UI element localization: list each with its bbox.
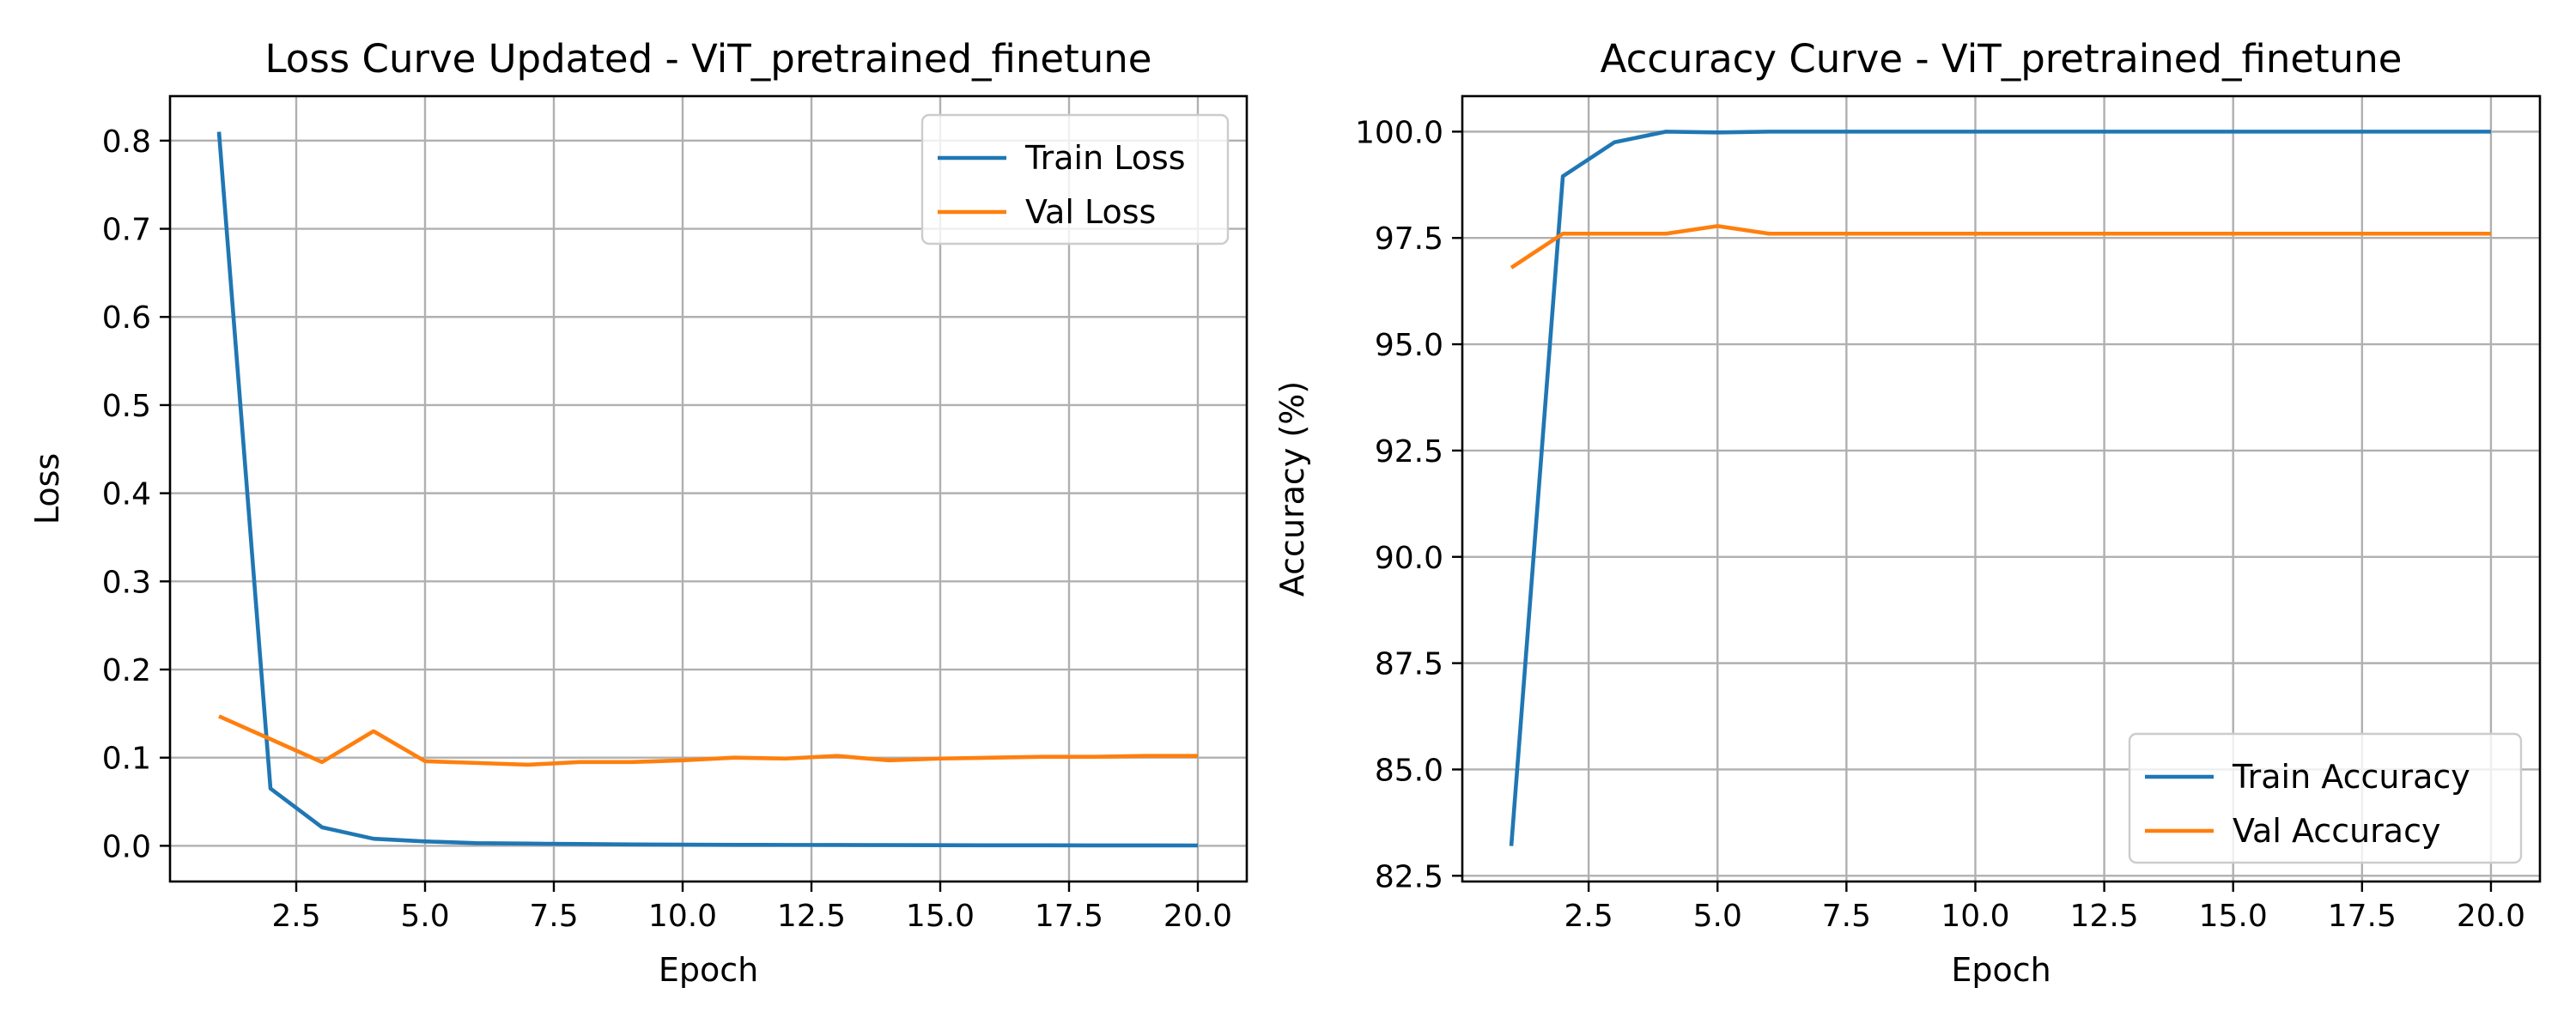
loss-series-train-line [216, 131, 1199, 848]
loss-chart-title: Loss Curve Updated - ViT_pretrained_fine… [265, 36, 1152, 82]
accuracy-ytick-label-2: 87.5 [1375, 647, 1443, 682]
accuracy-chart-ylabel: Accuracy (%) [1273, 381, 1311, 597]
loss-chart: Loss Curve Updated - ViT_pretrained_fine… [28, 36, 1249, 989]
loss-ytick-label-1: 0.1 [102, 742, 151, 777]
accuracy-xtick-label-1: 5.0 [1693, 899, 1742, 934]
loss-xtick-label-6: 17.5 [1035, 899, 1103, 934]
loss-axes-frame [168, 94, 1249, 883]
loss-chart-xlabel: Epoch [659, 951, 758, 989]
loss-ytick-label-6: 0.6 [102, 300, 151, 336]
accuracy-ytick-label-1: 85.0 [1375, 753, 1443, 788]
accuracy-legend-train-label: Train Accuracy [2232, 758, 2470, 796]
loss-ytick-label-8: 0.8 [102, 124, 151, 160]
loss-legend-val-label: Val Loss [1025, 193, 1156, 231]
accuracy-xtick-label-7: 20.0 [2457, 899, 2525, 934]
accuracy-xtick-label-3: 10.0 [1941, 899, 2009, 934]
accuracy-legend-val-label: Val Accuracy [2233, 812, 2440, 850]
loss-ytick-label-3: 0.3 [102, 565, 151, 600]
loss-xtick-label-5: 15.0 [906, 899, 975, 934]
loss-ytick-label-2: 0.2 [102, 653, 151, 688]
accuracy-xtick-label-2: 7.5 [1822, 899, 1871, 934]
loss-series-val-line [218, 714, 1198, 767]
accuracy-chart-title: Accuracy Curve - ViT_pretrained_finetune [1601, 36, 2403, 82]
accuracy-ytick-label-7: 100.0 [1355, 115, 1443, 150]
loss-xtick-label-1: 5.0 [400, 899, 449, 934]
accuracy-ytick-label-6: 97.5 [1375, 221, 1443, 257]
accuracy-series-train-line [1509, 130, 2491, 846]
accuracy-ytick-label-3: 90.0 [1375, 541, 1443, 576]
loss-legend-train-label: Train Loss [1024, 139, 1186, 177]
loss-xtick-label-3: 10.0 [648, 899, 717, 934]
accuracy-chart: Accuracy Curve - ViT_pretrained_finetune… [1273, 36, 2542, 989]
accuracy-chart-xlabel: Epoch [1951, 951, 2050, 989]
loss-xtick-label-7: 20.0 [1163, 899, 1232, 934]
accuracy-ytick-label-0: 82.5 [1375, 859, 1443, 894]
accuracy-xtick-label-4: 12.5 [2070, 899, 2139, 934]
loss-xtick-label-4: 12.5 [777, 899, 846, 934]
loss-xtick-label-0: 2.5 [271, 899, 320, 934]
accuracy-xtick-label-6: 17.5 [2328, 899, 2397, 934]
accuracy-legend-box [2128, 732, 2523, 864]
loss-xtick-label-2: 7.5 [529, 899, 578, 934]
accuracy-ytick-label-4: 92.5 [1375, 434, 1443, 470]
loss-chart-ylabel: Loss [28, 453, 66, 524]
loss-ytick-label-4: 0.4 [102, 477, 151, 512]
loss-ytick-label-7: 0.7 [102, 213, 151, 248]
loss-ytick-label-5: 0.5 [102, 389, 151, 424]
loss-ytick-label-0: 0.0 [102, 829, 151, 864]
accuracy-xtick-label-0: 2.5 [1564, 899, 1613, 934]
accuracy-series-val-line [1510, 224, 2491, 270]
accuracy-xtick-label-5: 15.0 [2199, 899, 2268, 934]
accuracy-axes-frame [1461, 94, 2542, 883]
accuracy-ytick-label-5: 95.0 [1375, 328, 1443, 363]
